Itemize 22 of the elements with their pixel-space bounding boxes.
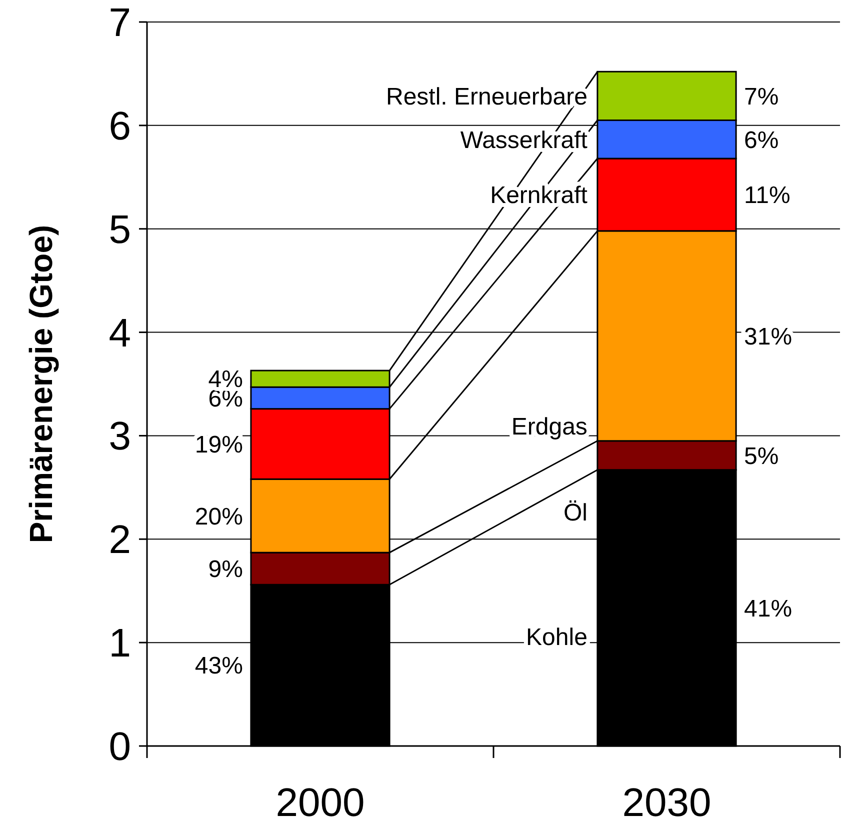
y-tick-label: 2 (108, 518, 131, 562)
annotation: 41% (744, 595, 792, 622)
series-label: Öl (563, 499, 588, 526)
annotation: 7% (744, 83, 779, 110)
x-tick-label: 2030 (622, 781, 712, 825)
x-tick-label: 2000 (276, 781, 365, 825)
annotation: 20% (194, 503, 243, 530)
y-tick-label: 3 (108, 414, 131, 459)
y-tick-label: 5 (108, 208, 131, 252)
y-tick-label: 0 (108, 725, 131, 769)
y-tick-label: 1 (108, 622, 131, 666)
series-label: Erdgas (511, 413, 588, 440)
y-tick-label: 7 (108, 1, 131, 45)
y-axis-title: Primärenergie (Gtoe) (23, 224, 59, 544)
annotation: 5% (744, 442, 779, 470)
annotation: 6% (744, 126, 779, 154)
y-tick-label: 4 (108, 311, 131, 356)
annotation: 9% (208, 556, 243, 584)
y-tick-label: 6 (108, 104, 131, 148)
annotation: 43% (194, 652, 243, 680)
annotation: 19% (194, 431, 243, 458)
annotation: 11% (744, 182, 790, 210)
